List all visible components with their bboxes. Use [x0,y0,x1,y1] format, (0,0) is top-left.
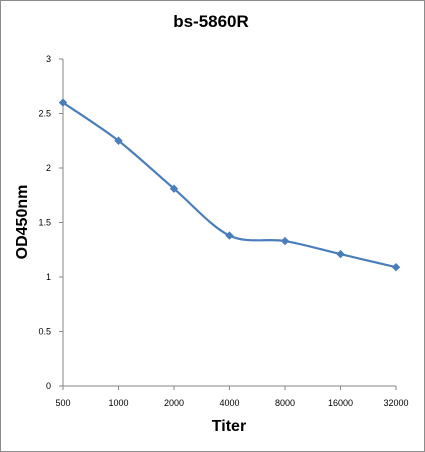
y-tick-label: 1.5 [38,218,51,228]
x-tick-label: 8000 [275,398,295,408]
y-tick-label: 2 [46,163,51,173]
y-tick-label: 0 [46,381,51,391]
data-point [114,136,123,145]
x-axis-title: Titer [212,418,246,435]
data-point [336,249,345,259]
data-point [169,184,179,193]
y-tick-label: 1 [46,272,51,282]
y-tick-label: 3 [46,54,51,64]
data-point [225,231,234,240]
y-tick-label: 0.5 [38,327,51,337]
x-tick-label: 4000 [219,398,239,408]
x-tick-label: 1000 [108,398,128,408]
x-tick-label: 2000 [164,398,184,408]
x-tick-label: 500 [55,398,70,408]
data-point [280,236,290,246]
x-tick-label: 16000 [328,398,353,408]
y-tick-label: 2.5 [38,109,51,119]
series-line [62,101,397,269]
y-axis-title: OD450nm [14,185,31,260]
chart-title: bs-5860R [173,12,249,31]
data-point [391,262,401,272]
x-tick-label: 32000 [383,398,408,408]
data-point [58,98,68,107]
